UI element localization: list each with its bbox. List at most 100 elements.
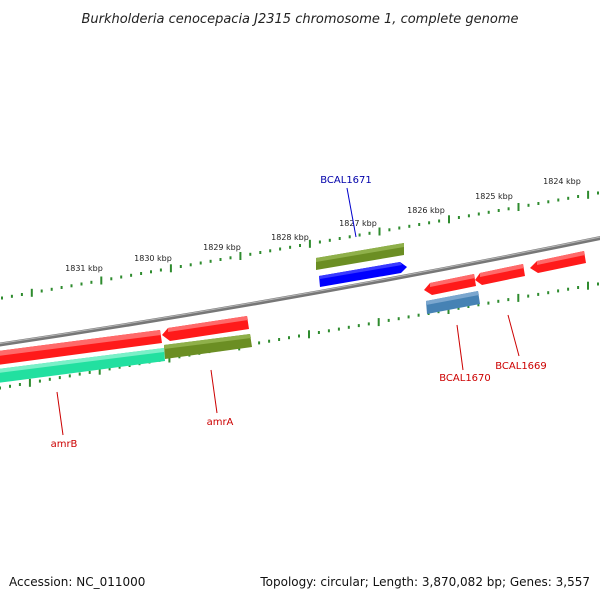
gene-bcal1671-highlight <box>319 262 402 279</box>
map-title: Burkholderia cenocepacia J2315 chromosom… <box>81 12 518 27</box>
outer-ruler-minor-tick <box>70 284 73 288</box>
inner-ruler-minor-tick <box>387 318 390 322</box>
outer-ruler-minor-tick <box>497 209 500 212</box>
outer-ruler-major-tick <box>517 203 520 211</box>
inner-ruler-minor-tick <box>487 301 490 305</box>
outer-ruler-minor-tick <box>597 191 599 195</box>
inner-ruler-minor-tick <box>108 367 111 371</box>
outer-ruler-minor-tick <box>140 272 143 275</box>
inner-ruler-major-tick <box>377 318 380 327</box>
gene-red-arrow-right-highlight <box>537 251 585 265</box>
outer-ruler-minor-tick <box>428 221 431 225</box>
inner-ruler-minor-tick <box>78 372 81 376</box>
inner-ruler-minor-tick <box>577 286 580 289</box>
outer-ruler-minor-tick <box>388 228 391 232</box>
outer-ruler-minor-tick <box>567 196 570 200</box>
inner-ruler <box>0 281 599 390</box>
inner-ruler-minor-tick <box>118 365 121 369</box>
outer-ruler-minor-tick <box>199 261 202 265</box>
outer-ruler <box>1 190 599 300</box>
outer-ruler-minor-tick <box>408 224 411 228</box>
inner-ruler-minor-tick <box>337 327 340 331</box>
kbp-label-1824: 1824 kbp <box>543 177 581 186</box>
outer-ruler-minor-tick <box>547 200 550 204</box>
outer-ruler-minor-tick <box>467 214 470 218</box>
outer-ruler-minor-tick <box>507 207 510 211</box>
outer-ruler-minor-tick <box>1 296 3 300</box>
inner-ruler-minor-tick <box>527 294 530 298</box>
connector-bcal1669 <box>507 314 520 357</box>
inner-ruler-minor-tick <box>88 370 91 374</box>
outer-ruler-major-tick <box>308 239 311 248</box>
kbp-label-1827: 1827 kbp <box>339 219 377 228</box>
inner-ruler-major-tick <box>308 330 310 339</box>
gene-red-arrow-amrA-highlight <box>168 316 248 332</box>
outer-ruler-major-tick <box>169 264 172 273</box>
inner-ruler-minor-tick <box>317 331 320 334</box>
kbp-label-1830: 1830 kbp <box>134 254 172 263</box>
gene-bcal1671-olive-highlight <box>316 243 404 262</box>
outer-ruler-minor-tick <box>150 270 152 274</box>
outer-ruler-minor-tick <box>477 212 480 216</box>
inner-ruler-minor-tick <box>68 374 71 378</box>
connector-bcal1670 <box>456 324 464 371</box>
gene-bcal1671[interactable] <box>319 262 407 287</box>
outer-ruler-minor-tick <box>110 277 113 281</box>
inner-ruler-minor-tick <box>58 376 61 380</box>
inner-ruler-minor-tick <box>547 291 550 295</box>
chromosome-backbone <box>0 236 600 347</box>
gene-label-bcal1670[interactable]: BCAL1670 <box>439 373 491 384</box>
inner-ruler-minor-tick <box>497 299 500 303</box>
gene-label-bcal1669[interactable]: BCAL1669 <box>495 361 547 372</box>
outer-ruler-minor-tick <box>40 289 43 293</box>
outer-ruler-minor-tick <box>219 258 222 261</box>
inner-ruler-minor-tick <box>407 315 410 319</box>
outer-ruler-minor-tick <box>259 251 262 254</box>
outer-ruler-major-tick <box>30 288 33 297</box>
inner-ruler-minor-tick <box>347 325 350 329</box>
outer-ruler-minor-tick <box>358 233 361 237</box>
outer-ruler-minor-tick <box>338 237 341 240</box>
outer-ruler-minor-tick <box>130 273 133 277</box>
inner-ruler-minor-tick <box>0 386 1 390</box>
outer-ruler-minor-tick <box>527 203 530 207</box>
kbp-label-1829: 1829 kbp <box>203 243 241 252</box>
inner-ruler-minor-tick <box>417 313 420 317</box>
accession-text: Accession: NC_011000 <box>9 575 145 589</box>
inner-ruler-minor-tick <box>327 329 330 333</box>
inner-ruler-major-tick <box>587 281 589 290</box>
gene-label-amrB[interactable]: amrB <box>51 439 78 450</box>
inner-ruler-minor-tick <box>278 338 281 341</box>
outer-ruler-minor-tick <box>577 195 580 198</box>
inner-ruler-minor-tick <box>457 306 460 310</box>
outer-ruler-minor-tick <box>289 245 292 249</box>
inner-ruler-minor-tick <box>557 289 560 293</box>
inner-ruler-minor-tick <box>18 383 21 386</box>
outer-ruler-minor-tick <box>209 259 212 263</box>
outer-ruler-minor-tick <box>398 226 401 230</box>
kbp-label-1828: 1828 kbp <box>271 233 309 242</box>
inner-ruler-minor-tick <box>507 298 510 302</box>
inner-ruler-minor-tick <box>268 339 271 343</box>
outer-ruler-minor-tick <box>179 265 182 268</box>
gene-label-amrA[interactable]: amrA <box>207 417 234 428</box>
inner-ruler-minor-tick <box>48 377 51 381</box>
outer-ruler-minor-tick <box>438 219 441 223</box>
connector-amrB <box>56 391 64 436</box>
outer-ruler-minor-tick <box>120 275 123 279</box>
inner-ruler-major-tick <box>517 293 520 302</box>
outer-ruler-minor-tick <box>189 263 192 267</box>
chromosome-backbone-highlight <box>0 236 600 345</box>
outer-ruler-minor-tick <box>90 280 93 284</box>
inner-ruler-minor-tick <box>537 292 540 296</box>
outer-ruler-minor-tick <box>368 231 371 235</box>
outer-ruler-minor-tick <box>348 235 351 239</box>
outer-ruler-major-tick <box>587 190 590 199</box>
inner-ruler-major-tick <box>28 378 31 387</box>
gene-label-bcal1671[interactable]: BCAL1671 <box>320 175 372 186</box>
outer-ruler-minor-tick <box>487 210 490 214</box>
outer-ruler-minor-tick <box>20 293 23 296</box>
inner-ruler-major-tick <box>168 354 171 363</box>
gene-amrA-highlight <box>164 334 251 349</box>
